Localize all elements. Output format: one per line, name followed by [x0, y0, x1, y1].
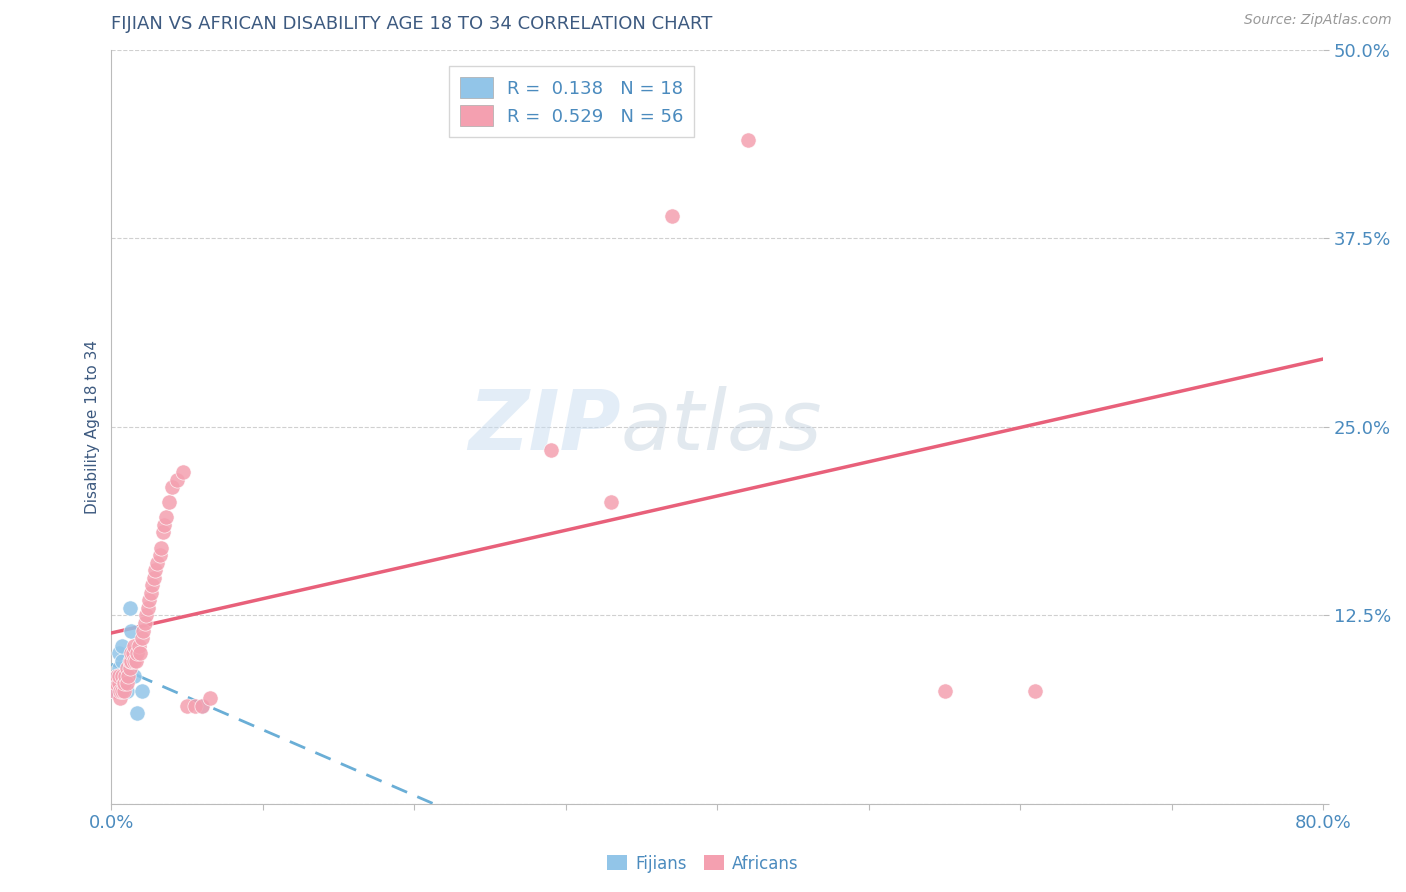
Point: [129, 646, 152, 660]
Point: [108, 669, 131, 683]
Point: [160, 480, 183, 494]
Point: [153, 518, 176, 533]
Point: [110, 684, 132, 698]
Point: [146, 556, 169, 570]
Point: [111, 684, 134, 698]
Point: [120, 654, 142, 668]
Point: [112, 669, 135, 683]
Point: [138, 593, 160, 607]
Y-axis label: Disability Age 18 to 34: Disability Age 18 to 34: [86, 340, 100, 514]
Point: [122, 654, 145, 668]
Point: [198, 691, 221, 706]
Point: [107, 669, 129, 683]
Point: [108, 646, 131, 660]
Point: [191, 698, 214, 713]
Point: [118, 661, 141, 675]
Point: [176, 698, 198, 713]
Point: [112, 684, 135, 698]
Point: [127, 646, 149, 660]
Point: [114, 676, 136, 690]
Point: [157, 495, 180, 509]
Point: [111, 654, 134, 668]
Point: [540, 442, 562, 457]
Point: [142, 571, 165, 585]
Point: [103, 684, 125, 698]
Point: [108, 661, 131, 675]
Point: [104, 676, 127, 690]
Point: [134, 615, 156, 630]
Point: [131, 684, 153, 698]
Point: [115, 661, 138, 675]
Point: [191, 698, 214, 713]
Point: [155, 510, 177, 524]
Point: [118, 601, 141, 615]
Point: [112, 676, 135, 690]
Point: [122, 639, 145, 653]
Point: [103, 684, 125, 698]
Point: [183, 698, 205, 713]
Text: ZIP: ZIP: [468, 386, 620, 467]
Point: [737, 133, 759, 147]
Point: [131, 631, 153, 645]
Legend: Fijians, Africans: Fijians, Africans: [600, 848, 806, 880]
Point: [141, 578, 163, 592]
Point: [110, 691, 132, 706]
Point: [115, 684, 138, 698]
Point: [120, 624, 142, 638]
Point: [139, 586, 162, 600]
Point: [107, 669, 129, 683]
Point: [172, 465, 194, 479]
Point: [117, 669, 139, 683]
Point: [104, 676, 127, 690]
Point: [118, 654, 141, 668]
Point: [127, 706, 149, 721]
Point: [122, 669, 145, 683]
Legend: R =  0.138   N = 18, R =  0.529   N = 56: R = 0.138 N = 18, R = 0.529 N = 56: [450, 66, 695, 137]
Point: [111, 669, 134, 683]
Point: [1024, 684, 1046, 698]
Point: [136, 601, 159, 615]
Point: [152, 525, 174, 540]
Point: [115, 676, 138, 690]
Point: [934, 684, 956, 698]
Point: [132, 624, 155, 638]
Point: [108, 676, 131, 690]
Text: FIJIAN VS AFRICAN DISABILITY AGE 18 TO 34 CORRELATION CHART: FIJIAN VS AFRICAN DISABILITY AGE 18 TO 3…: [111, 15, 713, 33]
Point: [600, 495, 623, 509]
Point: [166, 473, 188, 487]
Point: [117, 661, 139, 675]
Point: [110, 669, 132, 683]
Point: [111, 639, 134, 653]
Point: [121, 646, 143, 660]
Point: [120, 646, 142, 660]
Point: [114, 669, 136, 683]
Point: [128, 639, 150, 653]
Point: [149, 548, 172, 562]
Text: Source: ZipAtlas.com: Source: ZipAtlas.com: [1244, 13, 1392, 28]
Point: [150, 541, 173, 555]
Point: [661, 209, 683, 223]
Text: atlas: atlas: [620, 386, 823, 467]
Point: [143, 563, 166, 577]
Point: [135, 608, 157, 623]
Point: [124, 654, 146, 668]
